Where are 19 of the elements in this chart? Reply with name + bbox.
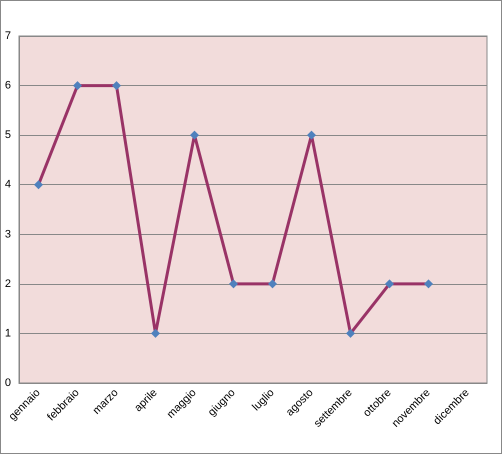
point xyxy=(307,130,316,140)
point xyxy=(112,81,121,90)
y-tick-label: 4 xyxy=(4,178,11,191)
point xyxy=(268,279,277,288)
y-tick-label: 2 xyxy=(4,278,11,290)
point xyxy=(73,81,82,90)
point xyxy=(190,130,199,140)
y-tick-label: 7 xyxy=(4,30,11,42)
y-tick-label: 6 xyxy=(4,80,11,92)
y-tick-label: 1 xyxy=(4,327,11,340)
y-tick-label: 5 xyxy=(4,129,11,142)
y-tick-label: 0 xyxy=(4,377,11,389)
point xyxy=(424,279,433,288)
point xyxy=(229,279,238,288)
point xyxy=(385,279,394,288)
point xyxy=(151,328,160,338)
point xyxy=(34,180,43,190)
point xyxy=(346,328,355,338)
y-tick-label: 3 xyxy=(4,228,11,240)
